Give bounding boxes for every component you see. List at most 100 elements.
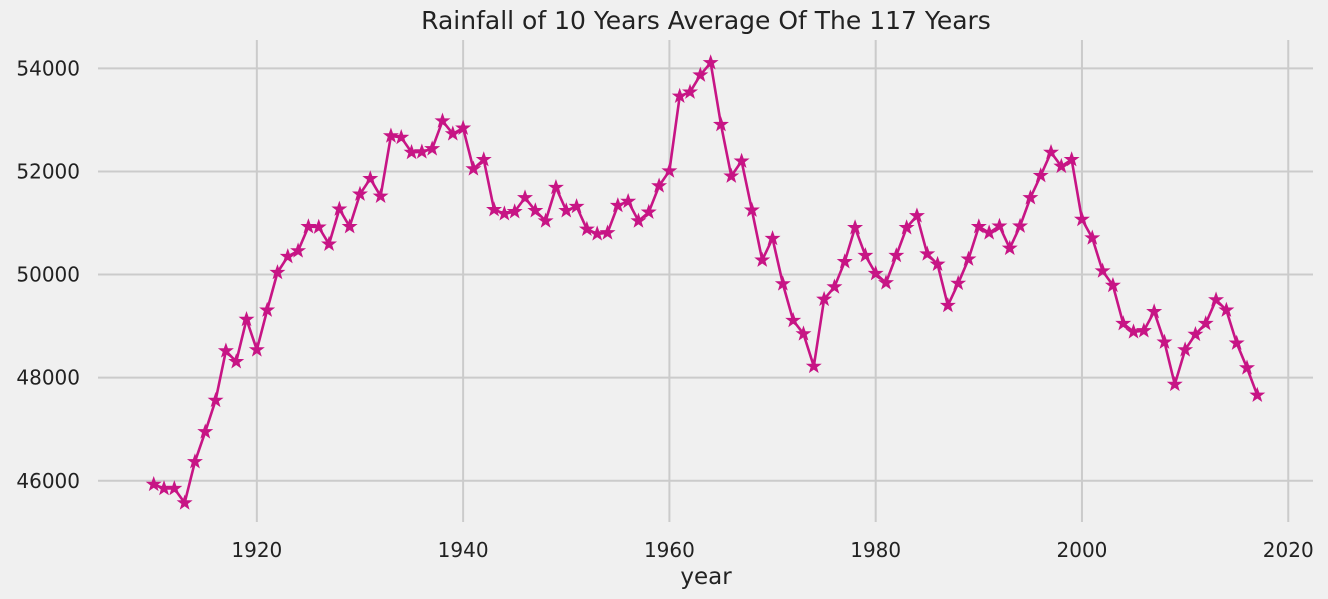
- data-point-2008: [1156, 333, 1173, 349]
- data-point-1949: [547, 179, 564, 195]
- data-point-1932: [372, 187, 389, 203]
- data-point-1942: [475, 151, 492, 167]
- x-tick-label-1980: 1980: [850, 538, 901, 562]
- data-point-1937: [424, 140, 441, 156]
- y-tick-label-54000: 54000: [16, 56, 80, 80]
- data-point-1915: [197, 423, 214, 439]
- data-point-1965: [712, 116, 729, 132]
- data-point-2003: [1104, 276, 1121, 293]
- data-point-1999: [1063, 151, 1080, 167]
- data-point-1973: [795, 325, 812, 341]
- data-point-1974: [805, 357, 822, 374]
- data-point-2000: [1073, 210, 1090, 227]
- y-tick-label-50000: 50000: [16, 263, 80, 287]
- data-point-2012: [1197, 315, 1214, 331]
- data-point-1943: [486, 201, 503, 217]
- data-point-1916: [207, 391, 224, 408]
- y-tick-label-52000: 52000: [16, 159, 80, 183]
- data-point-1980: [867, 265, 884, 281]
- data-point-2017: [1249, 386, 1266, 402]
- x-tick-label-1940: 1940: [438, 538, 489, 562]
- data-point-1914: [186, 453, 203, 469]
- data-point-2011: [1187, 325, 1204, 342]
- data-point-1948: [537, 212, 554, 228]
- data-point-1983: [898, 219, 915, 235]
- chart-title: Rainfall of 10 Years Average Of The 117 …: [421, 6, 991, 35]
- data-point-1996: [1032, 167, 1049, 183]
- data-point-1958: [640, 203, 657, 219]
- data-point-1988: [950, 274, 967, 291]
- data-point-1919: [238, 311, 255, 327]
- data-point-1951: [568, 198, 585, 214]
- data-point-1975: [816, 290, 833, 307]
- data-point-1991: [981, 224, 998, 240]
- data-point-1971: [774, 275, 791, 291]
- data-point-1912: [166, 480, 183, 496]
- data-point-1961: [671, 87, 688, 103]
- data-point-1989: [960, 250, 977, 266]
- data-point-1920: [248, 341, 265, 357]
- data-point-1930: [351, 185, 368, 201]
- data-point-1954: [599, 224, 616, 240]
- data-point-1986: [929, 255, 946, 272]
- data-point-1918: [228, 353, 245, 369]
- data-point-1998: [1053, 157, 1070, 174]
- data-point-1964: [702, 54, 719, 70]
- data-point-1966: [723, 167, 740, 183]
- data-point-1993: [1001, 239, 1018, 256]
- series-layer: [145, 54, 1266, 510]
- data-point-1941: [465, 160, 482, 176]
- data-point-1968: [743, 201, 760, 217]
- data-point-1921: [259, 301, 276, 317]
- data-point-1923: [279, 248, 296, 264]
- data-point-1967: [733, 152, 750, 168]
- data-point-1997: [1043, 143, 1060, 160]
- data-point-1910: [145, 475, 162, 492]
- data-point-1994: [1012, 217, 1029, 233]
- data-point-1952: [578, 220, 595, 236]
- data-point-1913: [176, 494, 193, 510]
- data-point-1995: [1022, 189, 1039, 205]
- data-point-1946: [517, 189, 533, 205]
- grid: [98, 40, 1313, 522]
- data-point-1963: [692, 66, 709, 82]
- data-point-2006: [1135, 322, 1152, 338]
- data-point-2002: [1094, 262, 1111, 278]
- data-point-1928: [331, 200, 348, 216]
- x-axis-label: year: [680, 564, 732, 590]
- data-point-1950: [558, 202, 575, 218]
- data-point-1940: [455, 119, 472, 135]
- data-point-1938: [434, 112, 451, 128]
- data-point-1926: [310, 218, 327, 234]
- data-point-2001: [1084, 229, 1101, 245]
- y-tick-label-48000: 48000: [16, 366, 80, 390]
- data-point-1947: [527, 202, 544, 218]
- data-point-1922: [269, 264, 286, 280]
- data-point-1955: [609, 197, 626, 213]
- data-point-1933: [382, 127, 399, 143]
- data-point-1917: [217, 342, 234, 358]
- data-point-1924: [290, 242, 307, 258]
- data-point-1969: [754, 251, 771, 267]
- data-point-1925: [300, 218, 317, 234]
- data-point-1981: [878, 274, 894, 290]
- data-point-1987: [939, 297, 956, 313]
- data-point-1985: [919, 245, 936, 261]
- data-point-1984: [908, 207, 925, 223]
- data-point-2013: [1208, 291, 1225, 307]
- data-point-2015: [1228, 334, 1245, 350]
- y-tick-label-46000: 46000: [16, 469, 80, 493]
- data-point-1972: [785, 312, 802, 328]
- data-point-1977: [836, 253, 853, 269]
- data-point-1962: [682, 83, 699, 99]
- data-point-1931: [362, 170, 379, 186]
- data-point-2010: [1177, 341, 1194, 357]
- x-tick-label-2000: 2000: [1057, 538, 1108, 562]
- tick-labels: 1920 1940 1960 1980 2000 2020 46000 48000 50000 5…: [16, 56, 1313, 562]
- data-point-1976: [826, 278, 843, 294]
- data-point-1945: [506, 203, 523, 219]
- x-tick-label-1920: 1920: [231, 538, 282, 562]
- x-tick-label-2020: 2020: [1263, 538, 1314, 562]
